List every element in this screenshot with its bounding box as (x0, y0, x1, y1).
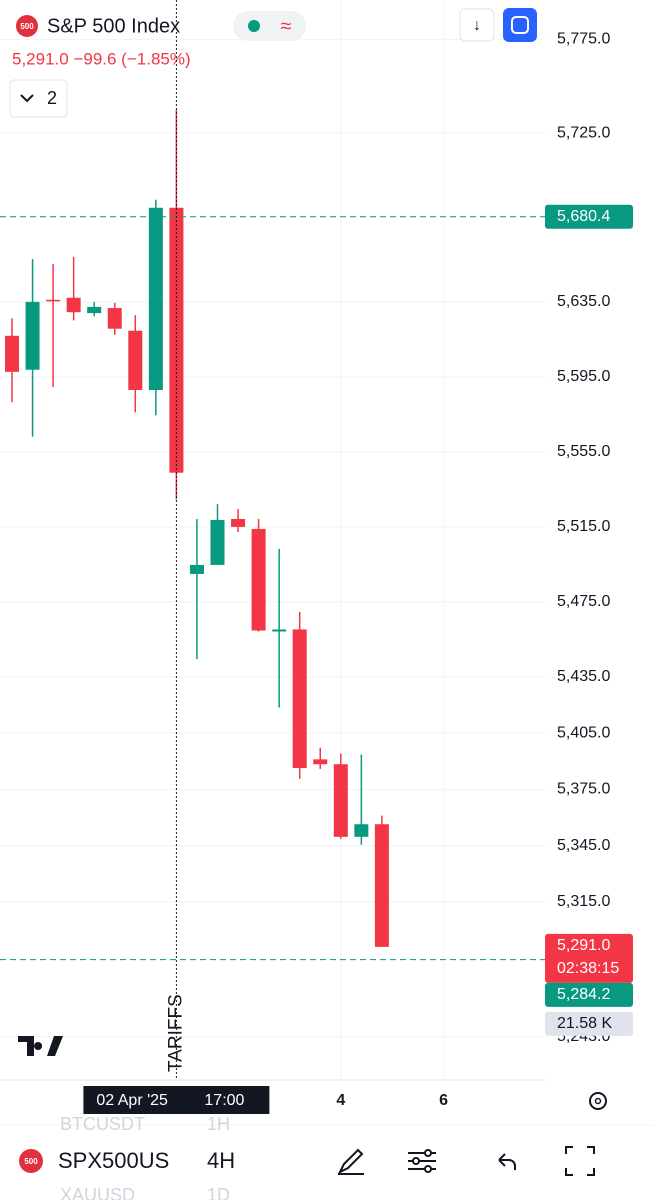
y-tick-label: 5,315.0 (557, 893, 610, 910)
status-wave: ≈ (281, 15, 292, 37)
toolbar-interval[interactable]: 4H (207, 1148, 235, 1173)
volume-tag (545, 1011, 633, 1036)
y-tick-label: 5,435.0 (557, 668, 610, 685)
settings-icon-dot (594, 1097, 602, 1105)
y-tick-label: 5,635.0 (557, 293, 610, 310)
candle-body (231, 519, 246, 527)
candle-body (292, 629, 307, 768)
candle-body (46, 299, 61, 302)
settings-icon[interactable] (589, 1092, 607, 1110)
event-annotation: TARIFFS (165, 994, 186, 1072)
indicators-count: 2 (47, 88, 57, 108)
indicators-toggle[interactable] (9, 79, 68, 118)
y-tick-label: 5,555.0 (557, 443, 610, 460)
crosshair-label-box (83, 1086, 270, 1114)
y-tick-label: 5,725.0 (557, 124, 610, 141)
last-price-label: 5,291.0 (557, 937, 610, 954)
toolbar-badge-text: 500 (24, 1157, 38, 1166)
chevron (20, 94, 34, 103)
price-tag (545, 204, 633, 229)
draw-icon[interactable] (337, 1148, 364, 1175)
y-tick-label: 5,375.0 (557, 781, 610, 798)
download-icon: ↓ (473, 17, 481, 34)
candle-body (25, 301, 40, 370)
y-tick-label: 5,515.0 (557, 518, 610, 535)
x-tick-label: 4 (336, 1092, 345, 1109)
price-change: 5,291.0 −99.6 (−1.85%) (12, 49, 191, 68)
crosshair-time: 17:00 (204, 1092, 244, 1109)
expand-icon[interactable] (565, 1146, 595, 1176)
candle-body (272, 629, 287, 632)
candle-body (5, 335, 19, 372)
chart-title: S&P 500 Index (47, 15, 180, 37)
fullscreen-icon (511, 16, 529, 34)
y-tick-label: 5,405.0 (557, 724, 610, 741)
candle-body (87, 306, 102, 314)
x-tick-label: 6 (439, 1092, 448, 1109)
y-tick-label: 5,345.0 (557, 837, 610, 854)
undo-icon[interactable] (498, 1153, 516, 1170)
next-interval: 1D (207, 1185, 230, 1200)
volume-label: 21.58 K (557, 1015, 612, 1032)
y-tick-label: 5,595.0 (557, 368, 610, 385)
last-price-tag (545, 933, 633, 983)
download-button[interactable] (459, 8, 495, 42)
status-pill[interactable] (233, 11, 306, 41)
y-tick-label: 5,475.0 (557, 593, 610, 610)
candle-body (189, 564, 204, 574)
candle-body (374, 824, 389, 947)
toolbar-symbol[interactable]: SPX500US (58, 1148, 169, 1173)
toolbar-badge (19, 1149, 43, 1173)
prev-interval: 1H (207, 1114, 230, 1134)
price-tag-label: 5,284.2 (557, 986, 610, 1003)
y-tick-label: 5,775.0 (557, 31, 610, 48)
candle-body (66, 297, 81, 313)
candle-body (107, 308, 122, 329)
crosshair-date: 02 Apr '25 (96, 1092, 168, 1109)
fullscreen-button[interactable] (503, 8, 537, 42)
candle-body (333, 764, 348, 837)
tv-logo (18, 1036, 63, 1056)
price-tag (545, 982, 633, 1007)
symbol-badge (16, 15, 38, 37)
countdown-label: 02:38:15 (557, 960, 619, 977)
symbol-badge-text: 500 (20, 22, 34, 31)
slider-knob (424, 1149, 432, 1157)
candle-body (210, 519, 225, 565)
candle-body (128, 330, 143, 390)
status-dot (248, 20, 260, 32)
slider-knob (424, 1165, 432, 1173)
next-symbol: XAUUSD (60, 1185, 135, 1200)
slider-knob (412, 1157, 420, 1165)
prev-symbol: BTCUSDT (60, 1114, 145, 1134)
price-tag-label: 5,680.4 (557, 208, 610, 225)
candle-body (313, 759, 328, 765)
candle-body (251, 528, 266, 631)
grid (0, 0, 545, 1080)
candle-body (354, 824, 369, 837)
candle-body (148, 207, 163, 390)
